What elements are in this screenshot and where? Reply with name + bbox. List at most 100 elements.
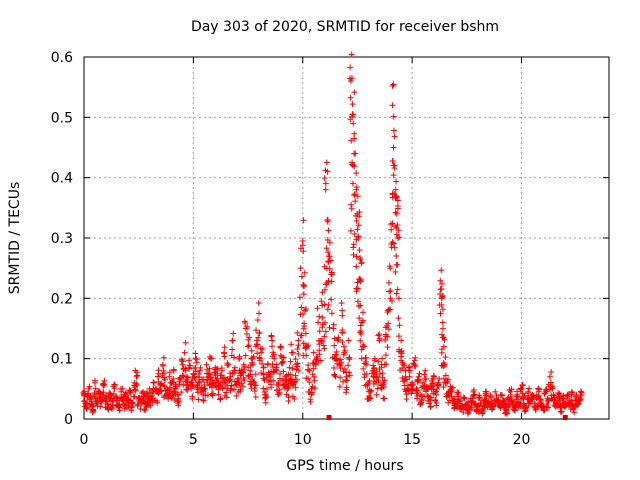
data-point xyxy=(203,361,210,368)
data-point xyxy=(398,337,405,344)
data-point xyxy=(577,388,584,395)
data-point xyxy=(342,377,349,384)
data-point xyxy=(331,342,338,349)
data-point xyxy=(355,233,362,240)
data-point xyxy=(517,386,524,393)
data-point xyxy=(348,75,355,82)
data-point xyxy=(325,279,332,286)
x-tick-label: 0 xyxy=(80,432,89,448)
data-point xyxy=(160,367,167,374)
data-point xyxy=(231,367,238,374)
data-point xyxy=(132,387,139,394)
data-point xyxy=(195,370,202,377)
data-point xyxy=(230,330,237,337)
data-point xyxy=(243,330,250,337)
data-point xyxy=(388,244,395,251)
data-point xyxy=(357,337,364,344)
data-point xyxy=(298,273,305,280)
data-point xyxy=(439,294,446,301)
data-point xyxy=(198,384,205,391)
data-point xyxy=(389,158,396,165)
data-point xyxy=(254,317,261,324)
data-point xyxy=(326,239,333,246)
data-point xyxy=(355,303,362,310)
data-point xyxy=(263,393,270,400)
data-point xyxy=(270,377,277,384)
data-point xyxy=(269,337,276,344)
data-point xyxy=(303,352,310,359)
data-point xyxy=(286,364,293,371)
data-point xyxy=(188,379,195,386)
data-point xyxy=(354,298,361,305)
data-point xyxy=(345,362,352,369)
data-point xyxy=(347,94,354,101)
data-point xyxy=(93,400,100,407)
data-point xyxy=(292,356,299,363)
data-point xyxy=(437,310,444,317)
data-point xyxy=(213,366,220,373)
data-point xyxy=(270,363,277,370)
data-point xyxy=(268,333,275,340)
data-point xyxy=(349,159,356,166)
data-point xyxy=(340,343,347,350)
data-point xyxy=(197,364,204,371)
data-point xyxy=(353,170,360,177)
data-point xyxy=(388,298,395,305)
data-point xyxy=(384,333,391,340)
data-point xyxy=(389,220,396,227)
data-point xyxy=(95,388,102,395)
data-point xyxy=(346,369,353,376)
data-point xyxy=(157,381,164,388)
data-point xyxy=(488,406,495,413)
data-point xyxy=(393,252,400,259)
data-point xyxy=(158,388,165,395)
x-tick-label: 5 xyxy=(189,432,198,448)
y-tick-label: 0.2 xyxy=(51,291,73,307)
data-point xyxy=(185,357,192,364)
data-point xyxy=(115,403,122,410)
data-point xyxy=(189,393,196,400)
data-point xyxy=(426,400,433,407)
data-point xyxy=(410,360,417,367)
data-point xyxy=(380,383,387,390)
data-point xyxy=(336,383,343,390)
data-point xyxy=(454,396,461,403)
data-point xyxy=(182,339,189,346)
data-point xyxy=(523,404,530,411)
data-point xyxy=(339,329,346,336)
data-point xyxy=(331,335,338,342)
data-point xyxy=(574,399,581,406)
data-point xyxy=(354,226,361,233)
data-point xyxy=(429,379,436,386)
data-point xyxy=(326,265,333,272)
data-point xyxy=(387,306,394,313)
data-point xyxy=(390,127,397,134)
data-point xyxy=(419,393,426,400)
data-point xyxy=(242,352,249,359)
data-point xyxy=(297,265,304,272)
data-point xyxy=(287,371,294,378)
data-point xyxy=(410,381,417,388)
data-point xyxy=(285,384,292,391)
data-point xyxy=(252,371,259,378)
data-point xyxy=(124,396,131,403)
data-point xyxy=(262,399,269,406)
data-point xyxy=(221,344,228,351)
data-point xyxy=(179,358,186,365)
data-point xyxy=(353,186,360,193)
data-point xyxy=(390,172,397,179)
data-point xyxy=(373,391,380,398)
data-point xyxy=(392,209,399,216)
data-point xyxy=(298,304,305,311)
data-point xyxy=(192,376,199,383)
data-point xyxy=(349,162,356,169)
data-point xyxy=(440,325,447,332)
data-point xyxy=(92,385,99,392)
data-point xyxy=(535,386,542,393)
data-point xyxy=(311,373,318,380)
data-point xyxy=(461,394,468,401)
data-point xyxy=(322,180,329,187)
data-point xyxy=(231,386,238,393)
data-point xyxy=(211,369,218,376)
data-point xyxy=(476,392,483,399)
